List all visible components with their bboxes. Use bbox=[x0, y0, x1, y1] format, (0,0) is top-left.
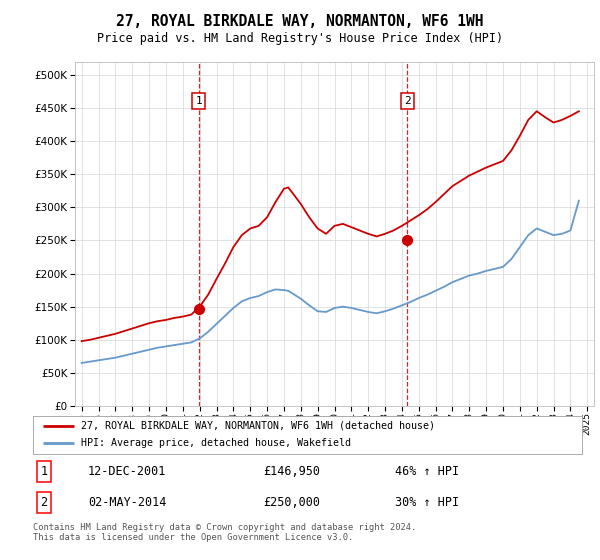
Text: Price paid vs. HM Land Registry's House Price Index (HPI): Price paid vs. HM Land Registry's House … bbox=[97, 32, 503, 45]
Text: Contains HM Land Registry data © Crown copyright and database right 2024.
This d: Contains HM Land Registry data © Crown c… bbox=[33, 523, 416, 543]
Text: HPI: Average price, detached house, Wakefield: HPI: Average price, detached house, Wake… bbox=[82, 438, 352, 449]
Text: 27, ROYAL BIRKDALE WAY, NORMANTON, WF6 1WH: 27, ROYAL BIRKDALE WAY, NORMANTON, WF6 1… bbox=[116, 14, 484, 29]
Text: 1: 1 bbox=[40, 465, 47, 478]
Text: 30% ↑ HPI: 30% ↑ HPI bbox=[395, 496, 460, 509]
Text: 02-MAY-2014: 02-MAY-2014 bbox=[88, 496, 166, 509]
Text: £146,950: £146,950 bbox=[263, 465, 320, 478]
Text: 2: 2 bbox=[404, 96, 411, 106]
Text: 46% ↑ HPI: 46% ↑ HPI bbox=[395, 465, 460, 478]
Text: £250,000: £250,000 bbox=[263, 496, 320, 509]
Text: 1: 1 bbox=[196, 96, 202, 106]
Text: 2: 2 bbox=[40, 496, 47, 509]
Text: 27, ROYAL BIRKDALE WAY, NORMANTON, WF6 1WH (detached house): 27, ROYAL BIRKDALE WAY, NORMANTON, WF6 1… bbox=[82, 421, 436, 431]
Text: 12-DEC-2001: 12-DEC-2001 bbox=[88, 465, 166, 478]
